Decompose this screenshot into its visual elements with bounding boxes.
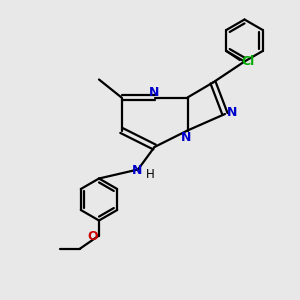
Text: N: N xyxy=(132,164,142,177)
Text: N: N xyxy=(181,130,191,144)
Text: H: H xyxy=(146,168,155,182)
Text: Cl: Cl xyxy=(242,55,255,68)
Text: N: N xyxy=(149,85,160,99)
Text: N: N xyxy=(226,106,237,119)
Text: O: O xyxy=(87,230,98,244)
